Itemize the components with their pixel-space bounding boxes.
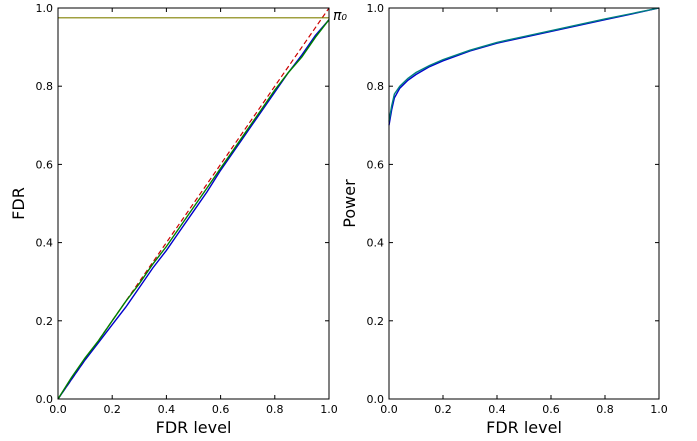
fdr-panel: 0.0 0.2 0.4 0.6 0.8 1.0 0.0 0.2 0.4 0.6 0.8 1.0 FDR… bbox=[9, 2, 347, 437]
fdr-ticks: 0.0 0.2 0.4 0.6 0.8 1.0 0.0 0.2 0.4 0.6 0.8 1.0 bbox=[36, 2, 338, 416]
power-x-tick-label: 1.0 bbox=[650, 403, 668, 416]
power-y-tick-label: 0.2 bbox=[367, 315, 385, 328]
fdr-x-axis-label: FDR level bbox=[156, 418, 232, 437]
fdr-y-tick-label: 0.0 bbox=[36, 393, 54, 406]
power-x-tick-label: 0.0 bbox=[380, 403, 398, 416]
fdr-y-tick-label: 0.2 bbox=[36, 315, 54, 328]
power-x-tick-label: 0.2 bbox=[434, 403, 452, 416]
power-x-tick-label: 0.6 bbox=[542, 403, 560, 416]
fdr-x-tick-label: 0.2 bbox=[103, 403, 121, 416]
power-y-axis-label: Power bbox=[340, 179, 359, 228]
power-series-line-1 bbox=[388, 7, 660, 126]
power-y-tick-label: 0.4 bbox=[367, 237, 385, 250]
fdr-y-tick-label: 1.0 bbox=[36, 2, 54, 15]
fdr-series-line-2 bbox=[57, 19, 330, 400]
pi0-annotation: π₀ bbox=[333, 8, 347, 24]
power-y-tick-label: 0.0 bbox=[367, 393, 385, 406]
fdr-y-tick-label: 0.8 bbox=[36, 80, 54, 93]
power-series-line-2 bbox=[388, 7, 660, 122]
fdr-plot-lines bbox=[57, 7, 330, 400]
power-plot-lines bbox=[388, 7, 660, 126]
fdr-reference-line-1 bbox=[57, 7, 330, 400]
fdr-x-tick-label: 0.6 bbox=[212, 403, 230, 416]
power-y-tick-label: 0.8 bbox=[367, 80, 385, 93]
fdr-x-tick-label: 1.0 bbox=[320, 403, 338, 416]
power-y-tick-label: 0.6 bbox=[367, 158, 385, 171]
fdr-y-axis-label: FDR bbox=[9, 187, 28, 220]
fdr-x-tick-label: 0.4 bbox=[158, 403, 176, 416]
power-ticks: 0.0 0.2 0.4 0.6 0.8 1.0 0.0 0.2 0.4 0.6 0.8 1.0 bbox=[367, 2, 668, 416]
fdr-y-tick-label: 0.4 bbox=[36, 237, 54, 250]
fdr-x-tick-label: 0.0 bbox=[49, 403, 67, 416]
power-panel: 0.0 0.2 0.4 0.6 0.8 1.0 0.0 0.2 0.4 0.6 0.8 1.0 FDR… bbox=[340, 2, 668, 437]
power-axes-frame bbox=[388, 7, 660, 400]
fdr-axes-frame bbox=[57, 7, 330, 400]
power-x-tick-label: 0.4 bbox=[488, 403, 506, 416]
power-x-axis-label: FDR level bbox=[486, 418, 562, 437]
fdr-x-tick-label: 0.8 bbox=[266, 403, 284, 416]
fdr-series-line-1 bbox=[57, 19, 330, 400]
fdr-y-tick-label: 0.6 bbox=[36, 158, 54, 171]
power-y-tick-label: 1.0 bbox=[367, 2, 385, 15]
power-x-tick-label: 0.8 bbox=[596, 403, 614, 416]
